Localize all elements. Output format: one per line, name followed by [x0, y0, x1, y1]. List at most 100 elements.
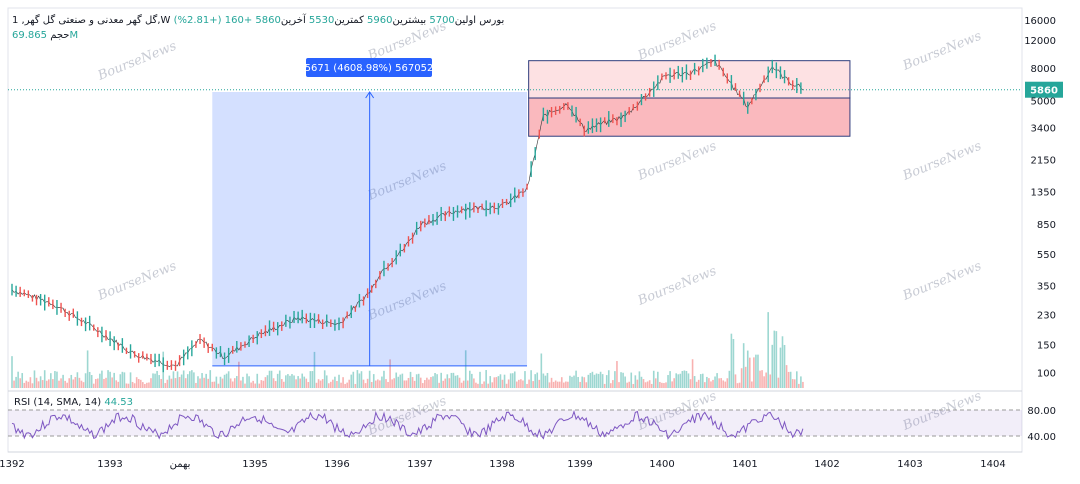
volume-bar [516, 381, 518, 388]
volume-bar [777, 377, 780, 388]
volume-bar [583, 377, 586, 388]
volume-bar [438, 382, 440, 388]
volume-bar [139, 379, 142, 388]
x-tick-label: 1400 [649, 459, 674, 470]
volume-bar [287, 374, 289, 388]
volume-bar [74, 377, 77, 388]
volume-bar [511, 373, 514, 388]
annotation-zones[interactable]: 5671 (4608.98%) 567052 5860 [8, 58, 1063, 367]
volume-bar [765, 372, 767, 388]
volume-bar [491, 382, 494, 388]
volume-bar [763, 376, 765, 388]
volume-bar [691, 359, 694, 388]
volume-bar [712, 379, 714, 388]
volume-bar [456, 375, 459, 388]
volume-bar [477, 383, 479, 388]
y-tick-label: 16000 [1024, 16, 1056, 27]
volume-bar [605, 375, 608, 388]
volume-bar [654, 378, 657, 388]
volume-bar [755, 354, 757, 388]
volume-bar [293, 375, 295, 388]
rsi-legend: RSI (14, SMA, 14) 44.53 [14, 397, 133, 408]
volume-bar [558, 381, 561, 388]
watermark-text: BourseNews [900, 259, 984, 305]
volume-bar [33, 370, 36, 388]
volume-bar [495, 377, 498, 388]
volume-bar [718, 378, 720, 388]
volume-bar [793, 379, 796, 388]
volume-bar [313, 351, 316, 388]
volume-bar [497, 376, 500, 388]
volume-bar [137, 379, 140, 388]
volume-bar [327, 383, 330, 388]
volume-bar [15, 376, 17, 388]
volume-bar [781, 336, 784, 388]
change-value: +160 (+2.81%) [173, 15, 253, 26]
volume-bar [242, 376, 244, 388]
volume-bar [528, 379, 530, 388]
volume-bar [679, 373, 682, 388]
volume-bar [387, 381, 389, 388]
volume-bar [610, 383, 612, 388]
volume-bar [800, 376, 802, 388]
volume-bar [195, 382, 197, 388]
volume-bar [370, 381, 373, 388]
volume-bar [105, 377, 107, 388]
rsi-level-label: 40.00 [1027, 432, 1056, 443]
volume-bar [466, 380, 469, 388]
volume-bar [225, 373, 228, 388]
low-label: کمترین [334, 15, 364, 26]
watermark-text: BourseNews [635, 19, 719, 65]
volume-bar [11, 356, 13, 388]
volume-bar [346, 382, 348, 388]
volume-bar [321, 379, 324, 388]
volume-bar [403, 380, 406, 388]
grid [7, 7, 1023, 453]
volume-bar [127, 383, 130, 388]
volume-bar [60, 378, 62, 388]
symbol-exchange: معدنی و صنعتی گل گهر [24, 15, 124, 26]
volume-bar [72, 379, 75, 388]
volume-bar [622, 372, 624, 388]
volume-bar [530, 370, 532, 388]
volume-bar [791, 379, 794, 388]
y-tick-label: 2150 [1031, 155, 1056, 166]
volume-bar [540, 353, 543, 388]
volume-bar [534, 374, 536, 388]
volume-bar [366, 378, 369, 388]
volume-bar [507, 379, 510, 388]
volume-bar [88, 371, 91, 388]
volume-bar [184, 378, 187, 388]
y-tick-label: 3400 [1031, 124, 1056, 135]
volume-bar [473, 378, 475, 388]
volume-bar [769, 374, 772, 388]
volume-bar [238, 361, 240, 388]
volume-bar [133, 383, 136, 388]
volume-bar [170, 378, 173, 388]
volume-label: حجم [50, 30, 70, 41]
volume-bar [785, 365, 788, 388]
x-tick-label: 1403 [897, 459, 922, 470]
rsi-pane: 80.00 40.00 RSI (14, SMA, 14) 44.53 [8, 397, 1056, 443]
volume-bar [620, 372, 622, 388]
volume-bar [732, 339, 735, 388]
volume-bar [640, 376, 643, 388]
volume-bar [630, 372, 633, 388]
volume-bar [111, 377, 113, 388]
volume-bar [25, 380, 28, 388]
volume-bar [334, 376, 336, 388]
volume-bar [779, 347, 782, 388]
volume-bar [532, 381, 534, 388]
volume-bar [182, 370, 185, 388]
volume-bar [536, 372, 539, 388]
volume-bar [632, 383, 635, 388]
volume-bar [211, 381, 214, 388]
volume-bar [285, 375, 287, 388]
volume-bar [258, 383, 261, 388]
volume-bar [460, 382, 463, 388]
volume-bar [158, 375, 160, 388]
volume-bar [648, 380, 651, 388]
volume-bar [442, 380, 445, 388]
volume-bar [268, 370, 271, 388]
